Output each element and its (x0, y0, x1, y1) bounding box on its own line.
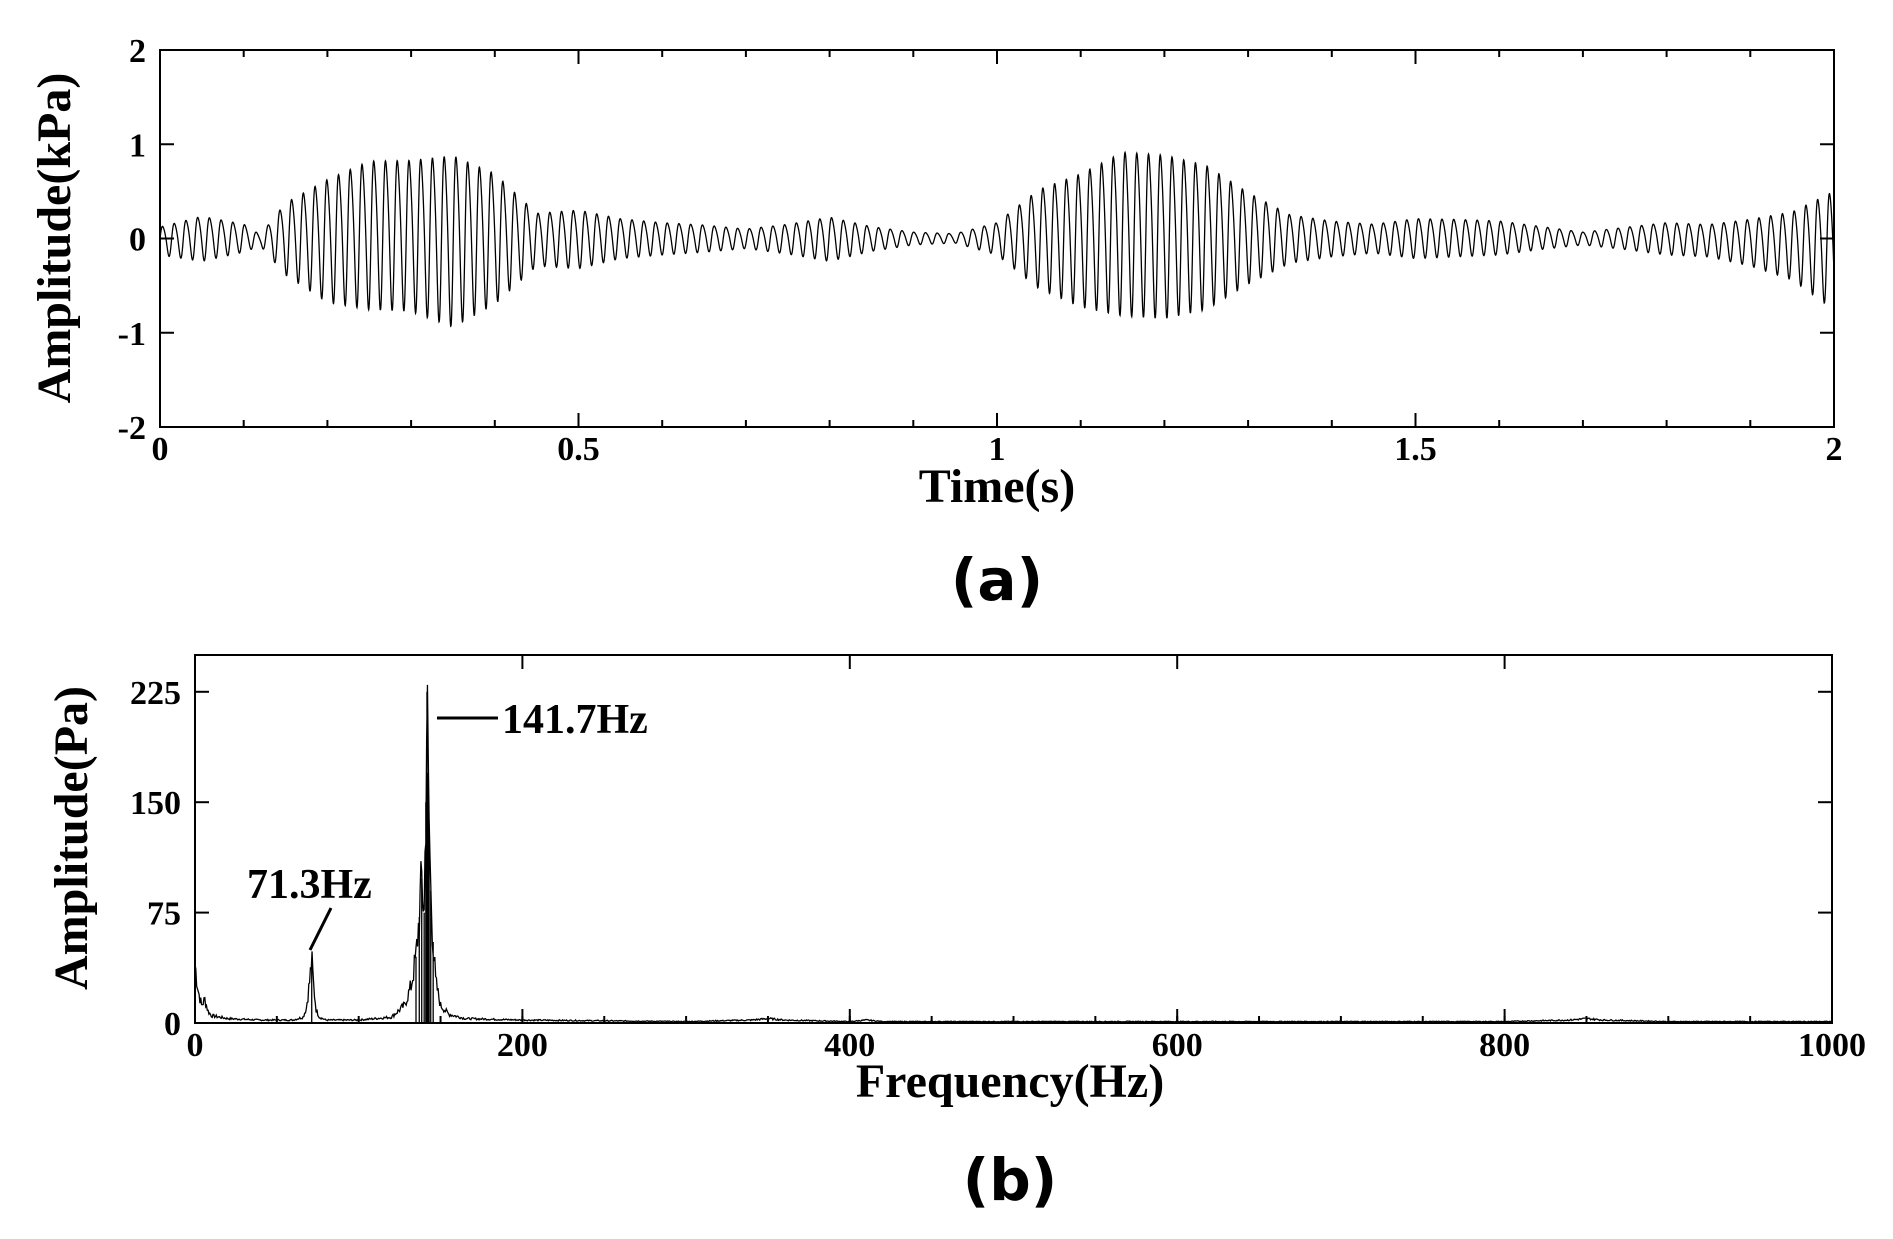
panel-b-y-axis-label: Amplitude(Pa) (45, 686, 98, 990)
panel-b-y-tick-label: 0 (164, 1006, 181, 1043)
panel-b-y-tick-label: 150 (130, 785, 181, 822)
panel-a-y-tick-label: 0 (129, 222, 146, 259)
annotation-141-7hz: 141.7Hz (502, 697, 648, 743)
panel-a-x-tick-label: 1 (989, 431, 1006, 468)
annotation-71-3hz: 71.3Hz (247, 862, 372, 908)
panel-b-x-tick-label: 1000 (1798, 1027, 1866, 1064)
panel-a-x-axis-label: Time(s) (919, 460, 1075, 513)
panel-b-x-tick-label: 400 (824, 1027, 875, 1064)
panel-a-x-tick-label: 0.5 (557, 431, 600, 468)
panel-a-x-tick-label: 1.5 (1394, 431, 1437, 468)
panel-a-x-tick-label: 2 (1826, 431, 1843, 468)
panel-a: 0 0.5 1 1.5 2 -2 -1 0 1 2 Time(s) Amplitude(kPa)… (28, 33, 1843, 614)
panel-a-y-tick-label: -2 (118, 410, 146, 447)
panel-b-ticks (194, 655, 1833, 1024)
panel-a-x-tick-labels: 0 0.5 1 1.5 2 (152, 431, 1843, 468)
panel-b-spectrum-trace (194, 684, 1833, 1023)
panel-a-y-tick-label: 2 (129, 33, 146, 70)
panel-a-y-axis-label: Amplitude(kPa) (28, 73, 81, 404)
panel-b-x-tick-label: 200 (497, 1027, 548, 1064)
annotation-leader-71-3hz (308, 907, 333, 951)
panel-b-x-tick-label: 0 (187, 1027, 204, 1064)
panel-b-y-tick-label: 225 (130, 675, 181, 712)
panel-a-plot-frame (159, 49, 1835, 428)
panel-b-x-tick-label: 800 (1479, 1027, 1530, 1064)
panel-b-label: (b) (963, 1146, 1058, 1214)
panel-b-plot-frame (194, 654, 1833, 1024)
panel-b-x-axis-label: Frequency(Hz) (856, 1055, 1164, 1108)
panel-b-x-tick-label: 600 (1152, 1027, 1203, 1064)
panel-a-pressure-trace (159, 150, 1835, 328)
panel-a-y-tick-label: 1 (129, 127, 146, 164)
panel-a-x-tick-label: 0 (152, 431, 169, 468)
panel-b-x-tick-labels: 0 200 400 600 800 1000 (187, 1027, 1867, 1064)
panel-a-label: (a) (951, 546, 1043, 614)
panel-b-y-tick-label: 75 (147, 896, 181, 933)
panel-b-y-tick-labels: 0 75 150 225 (130, 675, 181, 1043)
panel-a-y-tick-labels: -2 -1 0 1 2 (118, 33, 146, 447)
panel-b: 0 200 400 600 800 1000 0 75 150 225 71.3Hz 141.7… (45, 654, 1867, 1214)
panel-a-y-tick-label: -1 (118, 316, 146, 353)
panel-a-ticks (159, 49, 1835, 428)
